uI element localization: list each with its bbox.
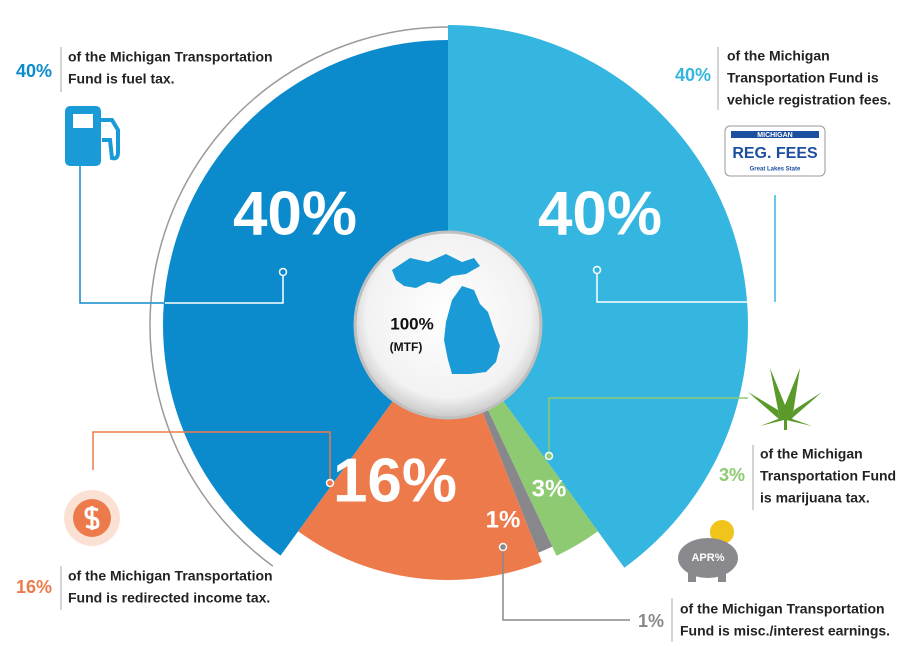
side-percent: 40% xyxy=(675,65,711,85)
description-line: of the Michigan xyxy=(727,48,830,64)
side-percent: 3% xyxy=(719,465,745,485)
annotations: 40% 40% of the Michigan Transportation Fund… xyxy=(16,47,896,642)
description-line: Fund is fuel tax. xyxy=(68,71,175,87)
leader-dot xyxy=(544,451,554,461)
leader-line xyxy=(92,431,331,483)
pie-slice xyxy=(163,40,448,556)
fuel-pump-icon xyxy=(65,106,120,166)
piggy-icon: APR% xyxy=(678,520,738,582)
piggy-label: APR% xyxy=(691,552,724,564)
dollar-icon xyxy=(64,490,120,546)
leader-line xyxy=(79,150,165,304)
slice-label: 40% xyxy=(538,179,662,248)
description-line: vehicle registration fees. xyxy=(727,92,891,108)
slice-label: 1% xyxy=(486,506,521,533)
side-percent: 40% xyxy=(16,61,52,81)
description-line: Fund is misc./interest earnings. xyxy=(680,623,890,639)
leader-line xyxy=(502,547,630,621)
description-line: Fund is redirected income tax. xyxy=(68,590,270,606)
center-sublabel: (MTF) xyxy=(390,340,423,354)
slice-label: 3% xyxy=(532,475,567,502)
description-line: of the Michigan xyxy=(760,446,863,462)
leader-dot xyxy=(278,267,288,277)
leader-dot xyxy=(325,478,335,488)
leader-dot xyxy=(498,542,508,552)
description-line: Transportation Fund is xyxy=(727,70,879,86)
description-line: of the Michigan Transportation xyxy=(68,49,273,65)
description-line: of the Michigan Transportation xyxy=(68,568,273,584)
plate-top: MICHIGAN xyxy=(757,132,792,139)
license-plate-icon: MICHIGAN REG. FEES Great Lakes State xyxy=(724,125,826,177)
description-line: is marijuana tax. xyxy=(760,490,870,506)
side-percent: 1% xyxy=(638,611,664,631)
plate-bottom: Great Lakes State xyxy=(750,167,801,173)
plate-main: REG. FEES xyxy=(732,145,818,162)
leader-line xyxy=(548,397,748,456)
outer-ring xyxy=(149,26,449,567)
pie-slice xyxy=(298,325,542,580)
leader-dot xyxy=(592,265,602,275)
leaf-icon xyxy=(748,368,822,430)
description-line: of the Michigan Transportation xyxy=(680,601,885,617)
pie-slice xyxy=(448,25,748,568)
side-percent: 16% xyxy=(16,577,52,597)
description-line: Transportation Fund xyxy=(760,468,896,484)
slice-label: 40% xyxy=(233,179,357,248)
center-label: 100% xyxy=(390,314,433,333)
slice-label: 16% xyxy=(333,446,457,515)
pie xyxy=(149,25,748,580)
michigan-map xyxy=(392,254,500,374)
